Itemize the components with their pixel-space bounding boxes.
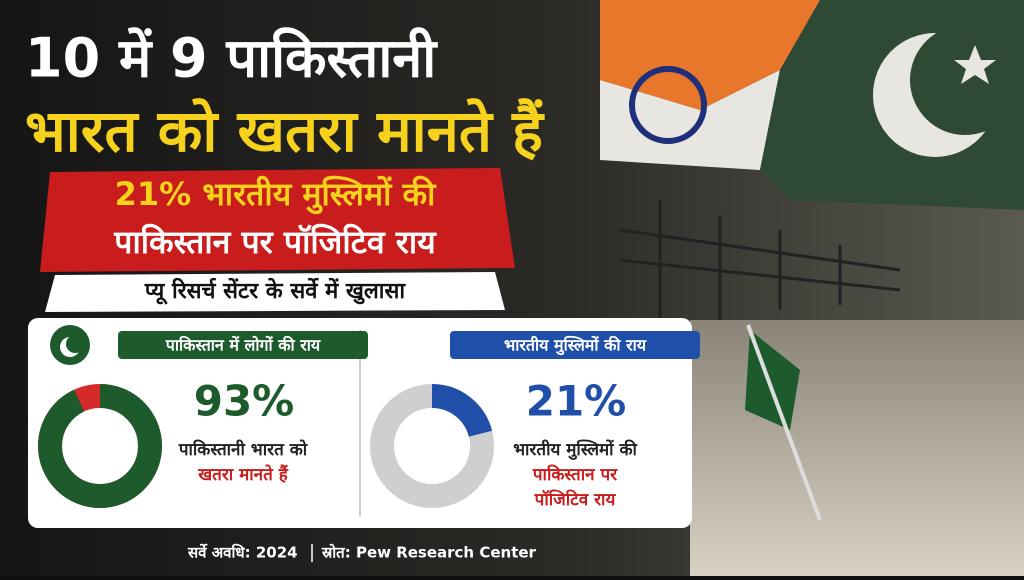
caption: पॉजिटिव राय xyxy=(534,489,617,510)
flag-crescent-cut xyxy=(66,335,84,353)
subheadline-line1: 21% भारतीय मुस्लिमों की xyxy=(115,175,438,215)
flag-pole xyxy=(746,324,822,521)
crowd xyxy=(690,320,1024,576)
headline-line2: भारत को खतरा मानते हैं xyxy=(25,97,545,165)
flag-saffron xyxy=(600,0,820,110)
footer-source: स्रोत: Pew Research Center xyxy=(321,544,537,562)
value-label: 21% xyxy=(526,377,627,426)
tagline-banner xyxy=(45,272,505,312)
caption: पाकिस्तान पर xyxy=(532,464,618,485)
chart-title: भारतीय मुस्लिमों की राय xyxy=(504,336,647,356)
tagline: प्यू रिसर्च सेंटर के सर्वे में खुलासा xyxy=(144,277,406,305)
donut-segment xyxy=(38,384,162,508)
donut-segment xyxy=(370,384,494,508)
chart-title: पाकिस्तान में लोगों की राय xyxy=(165,336,321,355)
subheadline-line2: पाकिस्तान पर पॉजिटिव राय xyxy=(113,223,437,261)
chakra xyxy=(629,66,707,144)
footer-period: सर्वे अवधि: 2024 xyxy=(187,544,298,562)
flag-white xyxy=(600,70,780,170)
headline-line1: 10 में 9 पाकिस्तानी xyxy=(25,27,438,90)
caption: पाकिस्तानी भारत को xyxy=(178,439,308,460)
fence xyxy=(619,200,901,330)
title-badge xyxy=(450,331,700,359)
title-badge xyxy=(118,331,368,359)
red-banner xyxy=(40,168,515,272)
star xyxy=(954,45,996,84)
caption: खतरा मानते हैं xyxy=(197,464,288,485)
caption: भारतीय मुस्लिमों की xyxy=(513,439,637,460)
value-label: 93% xyxy=(194,377,295,426)
